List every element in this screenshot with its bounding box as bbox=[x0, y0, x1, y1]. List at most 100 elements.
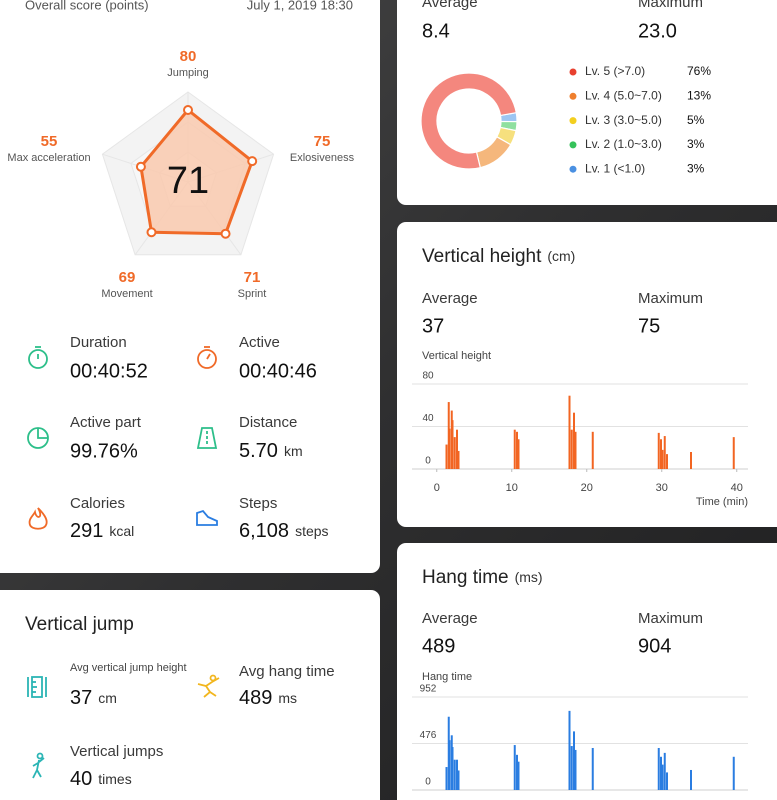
stat-value: 23.0 bbox=[638, 20, 677, 42]
legend-label: Lv. 1 (<1.0) bbox=[585, 161, 645, 175]
metric-value: 291 kcal bbox=[70, 520, 134, 542]
legend-value: 3% bbox=[687, 137, 705, 151]
bar bbox=[666, 772, 668, 790]
hang-time-card bbox=[397, 543, 777, 800]
value: 489 bbox=[239, 687, 272, 709]
radar-point bbox=[247, 156, 258, 167]
radar-point bbox=[135, 161, 146, 172]
x-tick-label: 10 bbox=[506, 482, 518, 494]
metric-label: Active bbox=[239, 334, 280, 351]
legend-label: Lv. 2 (1.0~3.0) bbox=[585, 137, 662, 151]
y-axis-title: Hang time bbox=[422, 671, 472, 683]
metric-label: Steps bbox=[239, 495, 277, 512]
center-score: 71 bbox=[167, 160, 209, 202]
value: 5.70 bbox=[239, 440, 278, 462]
active-icon bbox=[197, 346, 217, 369]
value: 6,108 bbox=[239, 520, 289, 542]
bar bbox=[457, 450, 460, 469]
stat-label: Average bbox=[422, 290, 478, 307]
steps-icon bbox=[196, 509, 218, 526]
title: Hang time bbox=[422, 567, 509, 588]
radar-value: 69 bbox=[119, 269, 136, 286]
legend-label: Lv. 3 (3.0~5.0) bbox=[585, 113, 662, 127]
item-value: 37 cm bbox=[70, 687, 117, 709]
stat-value: 489 bbox=[422, 635, 455, 657]
bar bbox=[570, 429, 573, 469]
bar bbox=[591, 431, 594, 469]
bar bbox=[448, 428, 451, 469]
bar bbox=[456, 429, 458, 469]
radar-value: 80 bbox=[180, 48, 197, 65]
bar bbox=[663, 436, 666, 469]
stat-value: 904 bbox=[638, 635, 671, 657]
x-tick-label: 40 bbox=[731, 482, 743, 494]
stat-value: 37 bbox=[422, 315, 444, 337]
y-tick-label: 476 bbox=[420, 730, 437, 741]
bar bbox=[517, 761, 520, 790]
metric-value: 00:40:52 bbox=[70, 360, 148, 382]
metric-value: 6,108 steps bbox=[239, 520, 329, 542]
radar-value: 71 bbox=[244, 269, 261, 286]
vertical-jumps-icon bbox=[32, 752, 45, 779]
bar bbox=[517, 439, 520, 469]
legend-dot bbox=[569, 141, 577, 149]
hang-time-icon bbox=[197, 674, 220, 698]
bar bbox=[574, 431, 577, 469]
bar bbox=[661, 764, 664, 790]
unit: ms bbox=[278, 690, 297, 706]
card-title: Vertical jump bbox=[25, 614, 134, 635]
unit: (ms) bbox=[515, 569, 543, 585]
metric-value: 99.76% bbox=[70, 440, 138, 462]
radar-category: Sprint bbox=[238, 288, 267, 300]
vertical-jump-card bbox=[0, 590, 380, 800]
stat-label: Average bbox=[422, 0, 478, 11]
value: 40 bbox=[70, 768, 92, 790]
overall-title: Overall score (points) bbox=[25, 0, 149, 12]
item-label: Vertical jumps bbox=[70, 743, 163, 760]
y-axis-title: Vertical height bbox=[422, 350, 491, 362]
metric-label: Duration bbox=[70, 334, 127, 351]
bar bbox=[666, 454, 668, 469]
bar bbox=[513, 429, 516, 469]
stat-value: 8.4 bbox=[422, 20, 450, 42]
bar bbox=[660, 756, 662, 790]
radar-value: 75 bbox=[314, 133, 331, 150]
bar bbox=[591, 747, 594, 790]
metric-label: Distance bbox=[239, 414, 297, 431]
radar-point bbox=[146, 227, 157, 238]
card-title: Vertical height (cm) bbox=[422, 246, 575, 267]
value: 37 bbox=[70, 687, 92, 709]
legend-value: 3% bbox=[687, 161, 705, 175]
bar bbox=[451, 420, 454, 469]
y-tick-label: 0 bbox=[425, 777, 431, 788]
title: Vertical height bbox=[422, 246, 542, 267]
legend-dot bbox=[569, 92, 577, 100]
x-tick-label: 30 bbox=[656, 482, 668, 494]
bar bbox=[573, 412, 575, 469]
stat-label: Average bbox=[422, 610, 478, 627]
bar bbox=[568, 710, 571, 790]
bar bbox=[516, 431, 518, 469]
radar-point bbox=[183, 105, 193, 115]
bar bbox=[568, 395, 571, 469]
radar-value: 55 bbox=[41, 133, 58, 150]
date: July 1, 2019 18:30 bbox=[247, 0, 353, 12]
radar-category: Exlosiveness bbox=[290, 152, 355, 164]
bar bbox=[573, 731, 575, 790]
unit: steps bbox=[295, 523, 328, 539]
radar-category: Movement bbox=[101, 288, 152, 300]
bar bbox=[445, 767, 448, 790]
x-tick-label: 20 bbox=[581, 482, 593, 494]
calories-icon bbox=[28, 507, 48, 530]
legend-label: Lv. 4 (5.0~7.0) bbox=[585, 88, 662, 102]
radar-point bbox=[220, 228, 231, 239]
stat-label: Maximum bbox=[638, 0, 703, 11]
metric-label: Calories bbox=[70, 495, 125, 512]
bar bbox=[445, 444, 448, 469]
bar bbox=[451, 747, 454, 790]
legend-label: Lv. 5 (>7.0) bbox=[585, 64, 645, 78]
legend-value: 13% bbox=[687, 88, 711, 102]
metric-label: Active part bbox=[70, 414, 142, 431]
value: 291 bbox=[70, 520, 103, 542]
